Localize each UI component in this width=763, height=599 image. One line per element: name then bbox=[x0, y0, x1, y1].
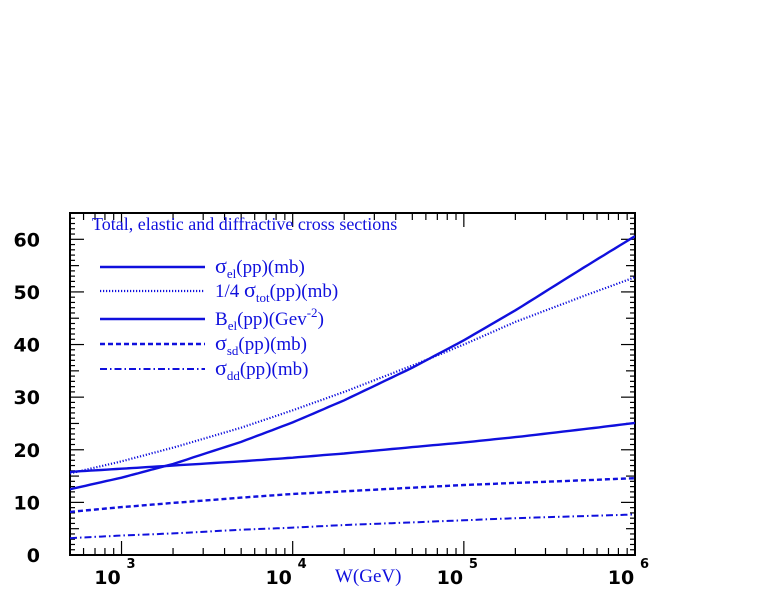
x-tick-label: 10 bbox=[437, 567, 463, 589]
y-tick-label: 60 bbox=[14, 229, 40, 251]
x-tick-exponent: 6 bbox=[640, 557, 649, 572]
legend-label-sigma_el: σel(pp)(mb) bbox=[215, 253, 305, 281]
x-tick-label: 10 bbox=[265, 567, 291, 589]
plot-frame bbox=[69, 212, 636, 556]
y-tick-label: 20 bbox=[14, 440, 40, 462]
x-tick-exponent: 4 bbox=[298, 557, 307, 572]
legend-label-sigma_sd: σsd(pp)(mb) bbox=[215, 330, 307, 358]
x-tick-label: 10 bbox=[94, 567, 120, 589]
legend: σel(pp)(mb)1/4 σtot(pp)(mb)Bel(pp)(Gev-2… bbox=[100, 253, 338, 383]
series-line-sigma_dd bbox=[70, 513, 635, 540]
series-line-sigma_sd bbox=[70, 477, 635, 514]
series-line-b_el bbox=[70, 421, 635, 474]
y-axis-labels: 0 10 20 30 40 50 60 bbox=[14, 229, 40, 567]
legend-label-b_el: Bel(pp)(Gev-2) bbox=[215, 305, 324, 333]
legend-label-sigma_tot_quarter: 1/4 σtot(pp)(mb) bbox=[215, 277, 338, 305]
x-tick-exponent: 3 bbox=[127, 557, 136, 572]
series-line-sigma_tot_quarter bbox=[70, 276, 635, 475]
legend-label-sigma_dd: σdd(pp)(mb) bbox=[215, 355, 308, 383]
x-axis-title: W(GeV) bbox=[335, 566, 401, 587]
y-tick-label: 0 bbox=[27, 545, 40, 567]
y-tick-label: 10 bbox=[14, 492, 40, 514]
series-curves bbox=[70, 235, 635, 540]
y-tick-label: 50 bbox=[14, 282, 40, 304]
x-tick-label: 10 bbox=[608, 567, 634, 589]
x-axis-labels: 10 3 10 4 10 5 10 6 bbox=[94, 557, 649, 589]
y-tick-label: 30 bbox=[14, 387, 40, 409]
series-line-sigma_el bbox=[70, 235, 635, 491]
chart-title: Total, elastic and diffractive cross sec… bbox=[92, 214, 397, 234]
axis-ticks bbox=[69, 212, 636, 556]
x-tick-exponent: 5 bbox=[469, 557, 478, 572]
y-tick-label: 40 bbox=[14, 335, 40, 357]
